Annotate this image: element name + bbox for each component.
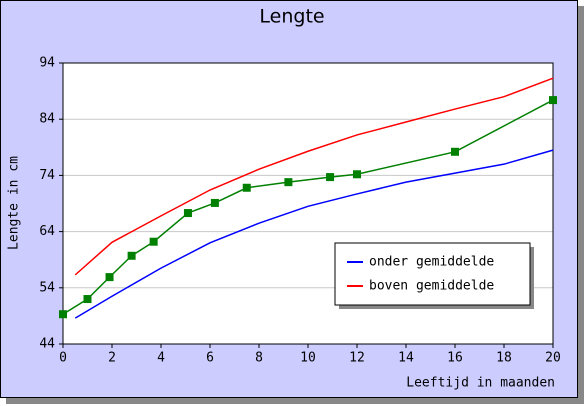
y-tick-label: 44 (39, 337, 55, 352)
x-tick-label: 10 (300, 351, 316, 366)
series-line (74, 149, 554, 319)
y-tick-label: 94 (39, 56, 55, 71)
x-tick-label: 0 (59, 351, 67, 366)
y-tick-label: 84 (39, 112, 55, 127)
x-tick-label: 4 (157, 351, 165, 366)
x-tick-label: 2 (108, 351, 116, 366)
series-line (74, 77, 554, 276)
x-tick-label: 16 (447, 351, 463, 366)
x-tick-label: 20 (545, 351, 561, 366)
data-point (451, 147, 459, 156)
data-point (242, 183, 251, 192)
legend-box (334, 242, 531, 306)
data-point (353, 170, 361, 179)
plot-border (62, 62, 554, 345)
legend-label: onder gemiddelde (369, 255, 494, 270)
y-axis-label: Lengte in cm (7, 156, 22, 250)
x-tick-label: 6 (206, 351, 214, 366)
x-tick-label: 14 (398, 351, 414, 366)
data-point (83, 295, 92, 304)
data-point (59, 310, 67, 319)
data-point (549, 96, 557, 105)
x-tick-label: 12 (349, 351, 365, 366)
chart-title: Lengte (259, 6, 324, 28)
data-point (326, 173, 335, 182)
data-point (105, 273, 114, 282)
data-point (210, 198, 219, 207)
data-point (127, 251, 136, 260)
legend-label: boven gemiddelde (369, 279, 494, 294)
data-point (183, 209, 192, 218)
x-axis-label: Leeftijd in maanden (406, 376, 555, 391)
data-point (149, 237, 158, 246)
x-tick-label: 8 (255, 351, 263, 366)
data-point (284, 178, 293, 187)
y-tick-label: 64 (39, 224, 55, 239)
x-tick-label: 18 (496, 351, 512, 366)
y-tick-label: 74 (39, 168, 55, 183)
y-tick-label: 54 (39, 280, 55, 295)
